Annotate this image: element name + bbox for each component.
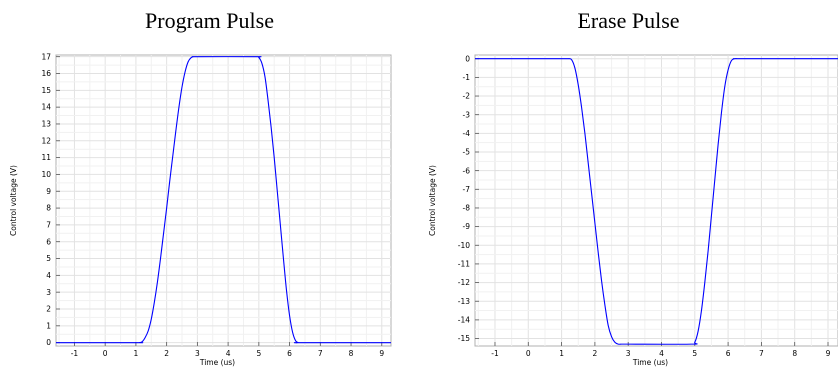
x-tick-label: 9	[379, 349, 384, 358]
chart-title: Erase Pulse	[577, 8, 680, 33]
y-axis-label: Control voltage (V)	[428, 165, 437, 236]
series-line	[475, 58, 838, 345]
y-tick-label: -14	[458, 315, 470, 324]
y-tick-label: 3	[46, 288, 51, 297]
y-tick-label: -7	[463, 185, 471, 194]
y-tick-label: -9	[463, 222, 471, 231]
x-tick-label: 3	[626, 349, 631, 358]
y-tick-label: -13	[458, 297, 470, 306]
x-tick-label: 6	[726, 349, 731, 358]
y-tick-label: 0	[465, 54, 470, 63]
x-axis-label: Time (us)	[632, 358, 668, 367]
y-tick-label: 6	[46, 237, 51, 246]
y-tick-label: 2	[46, 305, 51, 314]
x-tick-label: 2	[164, 349, 169, 358]
y-tick-label: -15	[458, 334, 470, 343]
x-tick-label: 8	[349, 349, 354, 358]
y-tick-label: -5	[463, 148, 471, 157]
x-tick-label: 1	[559, 349, 564, 358]
x-tick-label: 0	[103, 349, 108, 358]
x-tick-label: 4	[226, 349, 231, 358]
y-tick-label: -4	[463, 129, 471, 138]
y-axis-label: Control voltage (V)	[9, 165, 18, 236]
y-tick-label: -2	[463, 92, 471, 101]
x-tick-label: 2	[592, 349, 597, 358]
program-pulse-chart: -1 0 1 2 3 4 5 6 7 8 901234567891011121314151617Ti…	[9, 52, 392, 367]
x-tick-label: 5	[256, 349, 261, 358]
x-tick-label: 9	[826, 349, 831, 358]
x-tick-label: 4	[659, 349, 664, 358]
y-tick-label: 12	[41, 136, 51, 145]
y-tick-label: -8	[463, 204, 471, 213]
y-tick-label: 7	[46, 220, 51, 229]
y-tick-label: 17	[41, 52, 51, 61]
y-tick-label: 15	[41, 86, 51, 95]
y-tick-label: -11	[458, 260, 470, 269]
y-tick-label: 14	[41, 103, 51, 112]
y-tick-label: 11	[41, 153, 51, 162]
y-tick-label: 16	[41, 69, 51, 78]
y-tick-label: 1	[46, 321, 51, 330]
y-tick-label: 4	[46, 271, 51, 280]
plot-area	[474, 54, 838, 347]
x-tick-label: -1	[491, 349, 499, 358]
x-tick-label: 3	[195, 349, 200, 358]
program-pulse-panel: Program Pulse -1 0 1 2 3 4 5 6 7 8 9 0 1 2 3 4 5 6 7 8 9 10 11…	[9, 8, 392, 367]
erase-pulse-panel: Erase Pulse -1 0 1 2 3 4 5 6 7 8 9 0 -1 -2 -3 -4 -5 -6 -7-…	[419, 0, 838, 368]
x-tick-label: 5	[692, 349, 697, 358]
y-tick-label: -10	[458, 241, 470, 250]
x-tick-label: -1	[71, 349, 79, 358]
erase-pulse-chart: -1 0 1 2 3 4 5 6 7 8 90-1-2-3-4-5-6-7-8-9-10-11-12…	[428, 54, 838, 367]
y-tick-label: 10	[41, 170, 51, 179]
y-tick-label: 5	[46, 254, 51, 263]
y-tick-label: 13	[41, 120, 51, 129]
y-tick-label: 9	[46, 187, 51, 196]
chart-title: Program Pulse	[145, 8, 274, 33]
plot-area	[55, 54, 392, 347]
series-line	[56, 56, 391, 344]
x-axis-label: Time (us)	[199, 358, 235, 367]
y-tick-label: 8	[46, 204, 51, 213]
y-tick-label: 0	[46, 338, 51, 347]
x-tick-label: 7	[318, 349, 323, 358]
y-tick-label: -1	[463, 73, 471, 82]
x-tick-label: 6	[287, 349, 292, 358]
x-tick-label: 0	[526, 349, 531, 358]
x-tick-label: 8	[792, 349, 797, 358]
y-tick-label: -3	[463, 110, 471, 119]
y-tick-label: -6	[463, 166, 471, 175]
x-tick-label: 7	[759, 349, 764, 358]
x-tick-label: 1	[134, 349, 139, 358]
y-tick-label: -12	[458, 278, 470, 287]
